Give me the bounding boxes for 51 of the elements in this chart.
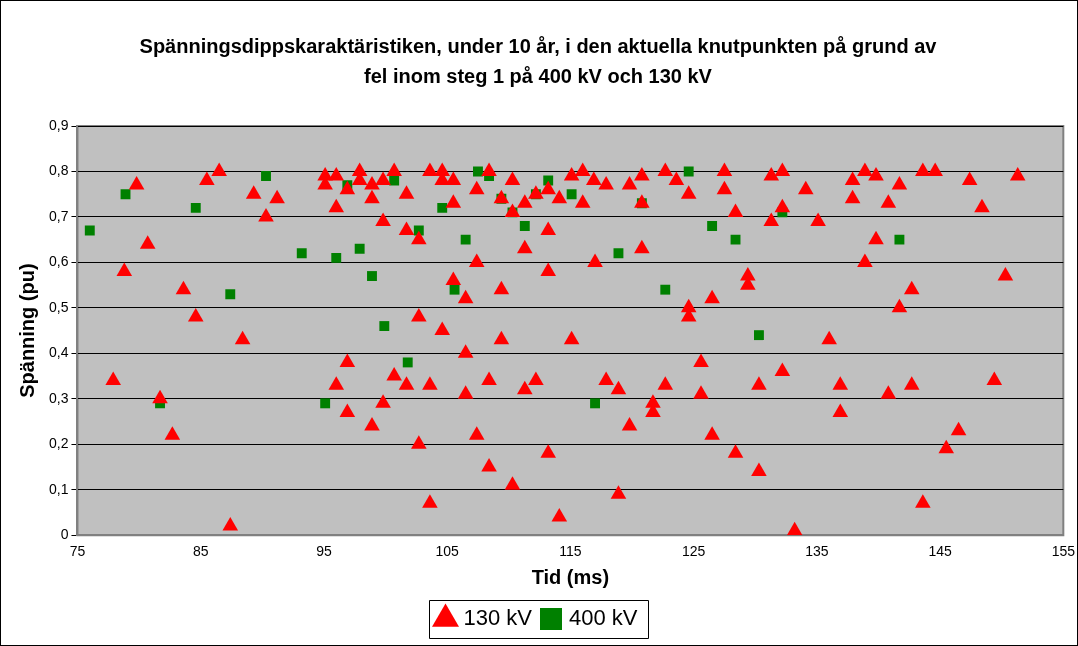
point — [190, 202, 201, 213]
point — [460, 234, 471, 245]
point — [519, 221, 530, 231]
y-tick-label: 0,4 — [48, 344, 69, 361]
x-tick-label: 145 — [928, 543, 952, 560]
y-tick-label: 0,6 — [48, 253, 69, 270]
chart-title: Spänningsdippskaraktäristiken, under 10 år, i den aktuella knutpunkten på grund av fel inom steg 1 på 400 kV och 130 kV — [139, 34, 938, 87]
point — [261, 171, 271, 181]
point — [449, 284, 460, 295]
point — [331, 252, 342, 263]
point — [225, 289, 236, 300]
point — [379, 321, 390, 331]
point — [730, 234, 741, 245]
point — [566, 189, 577, 200]
y-tick-label: 0,3 — [48, 389, 69, 406]
legend-label: 130 kV — [463, 605, 533, 631]
point — [613, 248, 624, 259]
point — [590, 398, 600, 409]
y-tick-label: 0,2 — [48, 435, 69, 452]
point — [894, 234, 905, 245]
point — [84, 225, 95, 236]
point — [753, 330, 764, 341]
point — [354, 243, 365, 254]
point — [473, 166, 483, 177]
y-tick-label: 0,7 — [48, 207, 69, 224]
y-tick-label: 0,1 — [48, 480, 69, 497]
point — [437, 202, 448, 213]
point — [120, 189, 131, 200]
legend-label: 400 kV — [569, 605, 638, 631]
x-tick-label: 75 — [69, 543, 86, 560]
point — [402, 357, 413, 368]
point — [296, 248, 307, 259]
point — [660, 284, 671, 295]
point — [683, 166, 694, 177]
x-tick-label: 85 — [192, 543, 209, 560]
point — [320, 398, 331, 409]
x-tick-label: 135 — [805, 543, 829, 560]
y-axis-title: Spänning (pu) — [15, 263, 38, 398]
x-axis-title: Tid (ms) — [531, 565, 610, 588]
x-tick-label: 95 — [316, 543, 332, 560]
point — [367, 271, 377, 281]
point — [389, 175, 400, 186]
y-tick-label: 0,9 — [48, 116, 69, 133]
x-tick-label: 155 — [1051, 543, 1076, 560]
x-tick-label: 105 — [435, 543, 460, 560]
y-tick-label: 0,8 — [48, 162, 69, 179]
x-tick-label: 115 — [559, 543, 582, 560]
x-tick-label: 125 — [681, 543, 706, 560]
point — [707, 221, 718, 231]
y-tick-label: 0,5 — [48, 298, 69, 315]
y-tick-label: 0 — [60, 526, 69, 543]
